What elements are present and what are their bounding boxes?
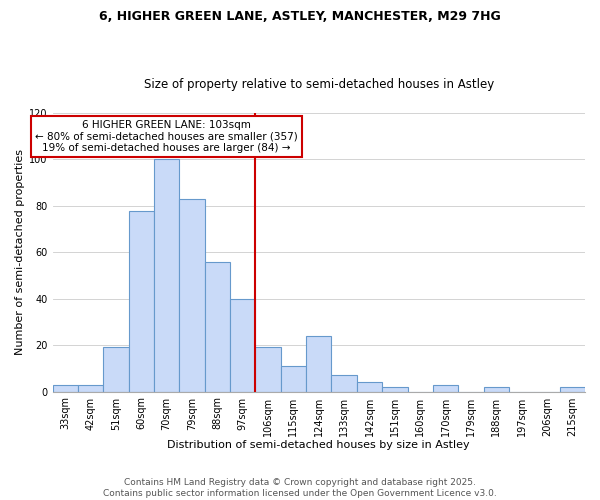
Bar (331, 376, 357, 392)
Bar (230, 298, 256, 392)
Bar (484, 387, 509, 392)
Bar (78, 384, 103, 392)
Bar (560, 387, 585, 392)
Y-axis label: Number of semi-detached properties: Number of semi-detached properties (15, 150, 25, 356)
Title: Size of property relative to semi-detached houses in Astley: Size of property relative to semi-detach… (143, 78, 494, 91)
Bar (128, 210, 154, 392)
Bar (382, 387, 407, 392)
Bar (154, 160, 179, 392)
Bar (433, 384, 458, 392)
Text: Contains HM Land Registry data © Crown copyright and database right 2025.
Contai: Contains HM Land Registry data © Crown c… (103, 478, 497, 498)
Bar (103, 348, 128, 392)
Bar (205, 262, 230, 392)
Bar (179, 199, 205, 392)
Bar (281, 366, 306, 392)
Bar (306, 336, 331, 392)
X-axis label: Distribution of semi-detached houses by size in Astley: Distribution of semi-detached houses by … (167, 440, 470, 450)
Bar (357, 382, 382, 392)
Bar (53, 384, 78, 392)
Bar (256, 348, 281, 392)
Text: 6, HIGHER GREEN LANE, ASTLEY, MANCHESTER, M29 7HG: 6, HIGHER GREEN LANE, ASTLEY, MANCHESTER… (99, 10, 501, 23)
Text: 6 HIGHER GREEN LANE: 103sqm
← 80% of semi-detached houses are smaller (357)
19% : 6 HIGHER GREEN LANE: 103sqm ← 80% of sem… (35, 120, 298, 153)
